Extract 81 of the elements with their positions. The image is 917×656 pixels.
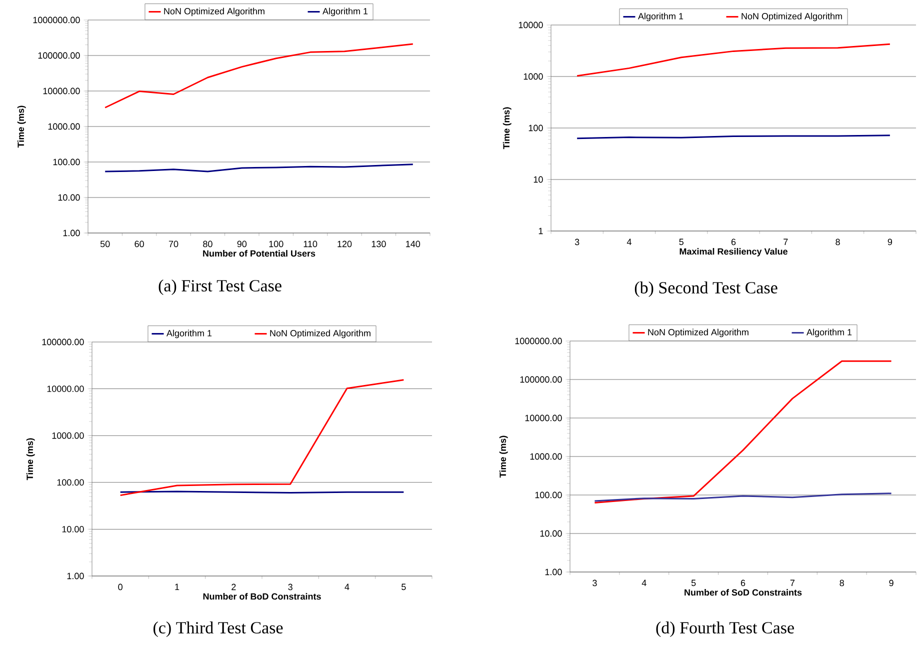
- x-tick-label: 70: [168, 240, 178, 248]
- y-tick-label: 10.00: [540, 530, 562, 537]
- x-tick-label: 60: [134, 240, 144, 248]
- text: (a) First Test Case: [158, 280, 282, 295]
- x-tick-label: 90: [237, 240, 247, 248]
- y-tick-label: 10: [534, 176, 543, 183]
- x-tick-label: 7: [790, 580, 794, 586]
- legend-label: Algorithm 1: [806, 328, 852, 338]
- y-tick-label: 100.00: [535, 492, 562, 498]
- y-tick-label: 1: [538, 228, 543, 234]
- y-tick-label: 100000.00: [38, 52, 80, 59]
- x-tick-label: 9: [888, 238, 892, 246]
- y-tick-label: 10000.00: [525, 414, 562, 422]
- x-tick-label: 3: [574, 238, 580, 246]
- x-tick-label: 6: [740, 580, 746, 586]
- y-tick-label: 10000.00: [43, 88, 80, 94]
- y-axis-title: Time (ms): [17, 106, 26, 148]
- y-tick-label: 100.00: [53, 158, 80, 166]
- y-tick-label: 100000.00: [520, 376, 562, 383]
- x-tick-label: 5: [679, 238, 684, 246]
- y-tick-label: 1000000.00: [515, 338, 562, 344]
- y-tick-label: 10000.00: [47, 386, 84, 392]
- line-series: [594, 492, 892, 502]
- legend-label: NoN Optimized Algorithm: [648, 328, 748, 338]
- x-axis-title: Number of BoD Constraints: [203, 593, 321, 600]
- y-tick-label: 1000.00: [48, 123, 80, 130]
- x-tick-label: 120: [338, 240, 352, 248]
- text: (c) Third Test Case: [154, 622, 283, 637]
- x-tick-label: 3: [288, 584, 292, 590]
- legend-label: NoN Optimized Algorithm: [164, 8, 264, 16]
- legend-label: NoN Optimized Algorithm: [742, 12, 842, 22]
- x-tick-label: 80: [203, 240, 212, 248]
- x-tick-label: 50: [100, 240, 110, 248]
- x-tick-label: 110: [304, 240, 318, 248]
- y-axis-title: Time (ms): [499, 436, 508, 478]
- x-axis-title: Number of SoD Constraints: [684, 589, 802, 596]
- legend-label: Algorithm 1: [322, 8, 368, 16]
- x-tick-label: 4: [344, 584, 350, 590]
- x-axis-title: Number of Potential Users: [203, 250, 316, 257]
- x-tick-label: 1: [175, 584, 180, 590]
- line-series: [576, 43, 891, 77]
- x-tick-label: 7: [784, 238, 788, 245]
- x-tick-label: 0: [118, 584, 122, 590]
- line-series: [120, 379, 404, 496]
- x-axis-title: Maximal Resiliency Value: [680, 248, 788, 256]
- line-series: [594, 360, 892, 504]
- x-tick-label: 2: [232, 584, 236, 590]
- x-tick-label: 9: [889, 580, 894, 586]
- x-tick-label: 4: [642, 580, 646, 586]
- y-tick-label: 1.00: [63, 230, 80, 236]
- x-tick-label: 140: [406, 240, 420, 248]
- x-tick-label: 8: [836, 238, 840, 246]
- y-tick-label: 1.00: [545, 568, 562, 576]
- x-tick-label: 5: [691, 580, 696, 586]
- legend-label: Algorithm 1: [638, 12, 684, 22]
- legend-label: NoN Optimized Algorithm: [270, 330, 370, 338]
- y-tick-label: 1000.00: [52, 432, 84, 439]
- y-tick-label: 100: [528, 124, 543, 132]
- y-axis-title: Time (ms): [26, 438, 35, 480]
- y-tick-label: 10.00: [58, 194, 80, 201]
- y-axis-title: Time (ms): [502, 107, 512, 150]
- line-series: [104, 164, 414, 172]
- legend-label: Algorithm 1: [166, 330, 212, 338]
- x-tick-label: 130: [372, 240, 386, 248]
- y-tick-label: 100.00: [57, 479, 84, 486]
- y-tick-label: 10.00: [62, 526, 84, 532]
- x-tick-label: 3: [592, 580, 597, 586]
- text: (d) Fourth Test Case: [656, 622, 794, 637]
- text: (b) Second Test Case: [634, 282, 778, 297]
- y-tick-label: 1000.00: [530, 453, 562, 460]
- y-tick-label: 1000: [524, 73, 543, 80]
- x-tick-label: 6: [731, 238, 736, 246]
- y-tick-label: 10000: [518, 22, 543, 28]
- x-tick-label: 8: [840, 580, 844, 586]
- x-tick-label: 4: [626, 238, 632, 245]
- x-tick-label: 5: [402, 584, 406, 590]
- y-tick-label: 1.00: [67, 572, 84, 580]
- x-tick-label: 100: [269, 240, 284, 248]
- line-series: [104, 43, 414, 108]
- y-tick-label: 1000000.00: [33, 16, 80, 24]
- y-tick-label: 100000.00: [42, 338, 84, 346]
